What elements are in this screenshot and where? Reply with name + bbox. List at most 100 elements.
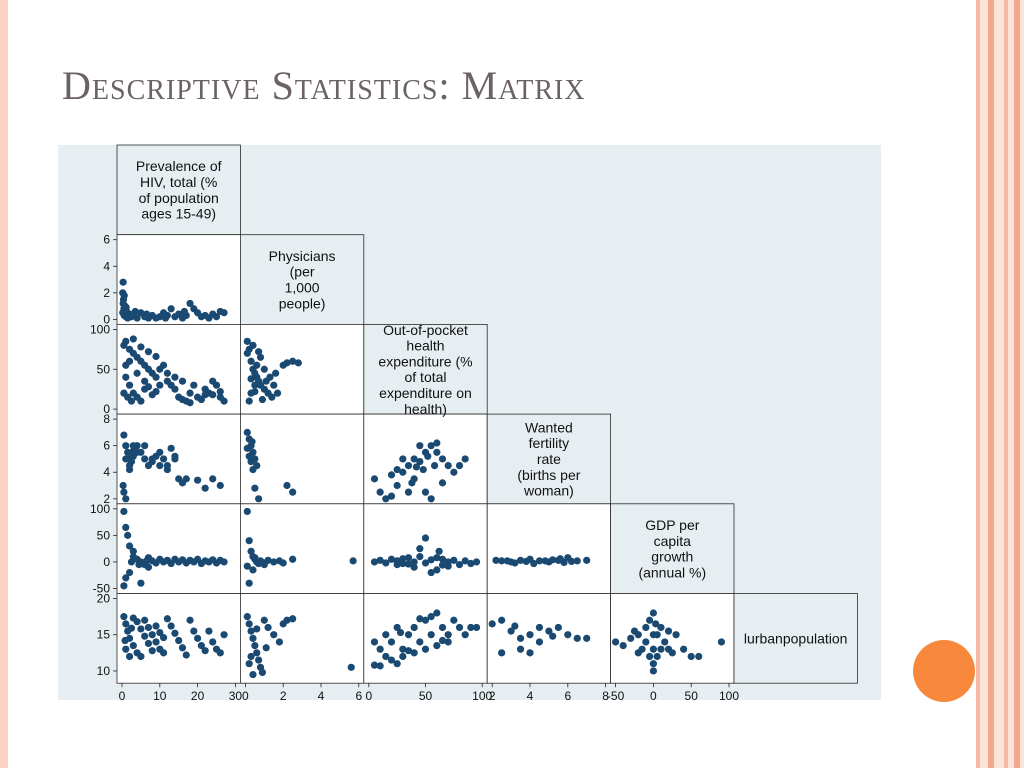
data-point [444, 562, 452, 570]
data-point [220, 558, 228, 566]
data-point [201, 484, 209, 492]
data-point [399, 468, 407, 476]
data-point [141, 442, 149, 450]
data-point [161, 314, 170, 322]
data-point [410, 563, 418, 571]
y-tick-label: 100 [90, 502, 110, 516]
data-point [657, 623, 665, 632]
data-point [137, 652, 145, 661]
variable-label: 1,000 [285, 279, 320, 295]
x-tick-label: 8 [602, 689, 609, 703]
data-point [661, 638, 669, 646]
data-point [717, 638, 726, 646]
data-point [129, 641, 137, 650]
data-point [124, 531, 132, 539]
data-point [461, 455, 469, 463]
data-point [247, 357, 255, 365]
data-point [554, 623, 562, 632]
decorative-stripe [976, 0, 980, 768]
data-point [148, 647, 156, 655]
variable-label: Wanted [525, 419, 573, 435]
data-point [427, 556, 435, 564]
data-point [194, 476, 202, 484]
variable-label: people) [279, 295, 326, 311]
data-point [438, 623, 447, 632]
data-point [122, 303, 130, 312]
data-point [251, 381, 259, 389]
data-point [396, 628, 405, 637]
data-point [248, 438, 256, 446]
data-point [433, 439, 441, 447]
data-point [438, 479, 447, 487]
variable-label: expenditure on [379, 385, 472, 401]
variable-label: rate [537, 451, 561, 467]
data-point [438, 455, 447, 463]
data-point [127, 624, 136, 632]
data-point [421, 534, 430, 542]
data-point [427, 613, 435, 621]
data-point [404, 631, 413, 639]
data-point [433, 609, 441, 617]
data-point [404, 488, 413, 496]
data-point [438, 636, 447, 645]
data-point [262, 377, 270, 385]
x-tick-label: 2 [280, 689, 287, 703]
diagonal-label-cell [486, 413, 612, 505]
data-point [122, 495, 130, 503]
data-point [416, 442, 424, 450]
data-point [141, 455, 149, 463]
data-point [245, 620, 253, 628]
data-point [243, 613, 251, 621]
data-point [125, 381, 134, 389]
data-point [129, 442, 137, 450]
data-point [649, 645, 658, 653]
data-point [197, 641, 205, 650]
data-point [127, 558, 136, 566]
data-point [243, 562, 251, 570]
data-point [167, 305, 175, 313]
data-point [424, 452, 432, 460]
data-point [205, 627, 213, 635]
data-point [182, 475, 190, 483]
data-point [156, 381, 164, 389]
data-point [526, 649, 534, 657]
data-point [461, 631, 469, 639]
data-point [209, 391, 217, 399]
y-tick-label: 0 [103, 312, 110, 326]
data-point [416, 545, 424, 553]
y-tick-label: 0 [103, 402, 110, 416]
data-point [159, 649, 168, 657]
data-point [205, 314, 213, 322]
variable-label: fertility [529, 435, 569, 451]
slide-border-left [0, 0, 8, 768]
diagonal-label-cell [733, 593, 858, 684]
data-point [268, 393, 276, 401]
data-point [148, 631, 156, 639]
data-point [387, 638, 396, 646]
data-point [387, 656, 396, 664]
data-point [430, 461, 439, 470]
scatter-panel [363, 593, 488, 684]
data-point [472, 623, 481, 632]
data-point [270, 558, 278, 566]
data-point [243, 507, 251, 516]
data-point [399, 555, 407, 563]
data-point [444, 638, 452, 646]
x-tick-label: 50 [685, 689, 699, 703]
data-point [370, 475, 379, 483]
data-point [144, 563, 153, 571]
y-tick-label: -50 [93, 582, 111, 596]
data-point [141, 616, 149, 624]
data-point [450, 556, 458, 564]
data-point [122, 337, 130, 345]
data-point [159, 361, 168, 369]
data-point [122, 361, 130, 369]
x-tick-label: 10 [153, 689, 167, 703]
data-point [393, 465, 401, 474]
data-point [387, 555, 396, 563]
data-point [680, 645, 688, 653]
data-point [129, 335, 137, 343]
data-point [122, 620, 130, 628]
data-point [498, 557, 506, 565]
data-point [427, 495, 435, 503]
